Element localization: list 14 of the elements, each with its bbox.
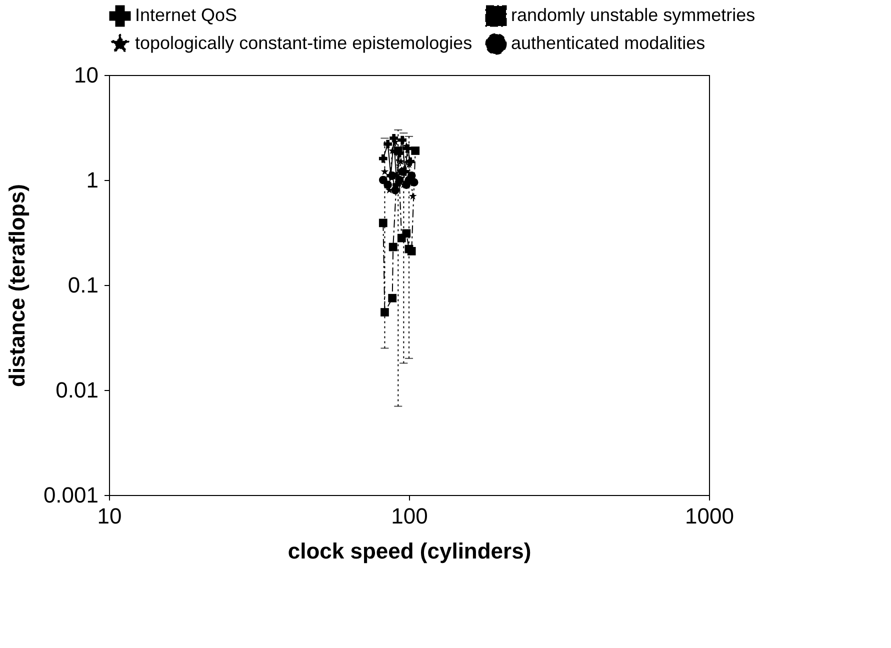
x-tick-label: 1000 <box>685 504 734 528</box>
y-tick-label: 0.01 <box>56 378 98 402</box>
y-tick-label: 0.001 <box>43 482 98 508</box>
y-tick-label: 1 <box>86 168 98 192</box>
y-tick-label: 10 <box>74 62 98 88</box>
x-tick-label: 100 <box>391 504 428 528</box>
y-tick-label: 0.1 <box>68 272 98 298</box>
legend-label: authenticated modalities <box>511 33 706 53</box>
y-axis-title: distance (teraflops) <box>4 184 30 387</box>
x-tick-label: 10 <box>97 504 122 528</box>
legend-label: randomly unstable symmetries <box>511 5 756 25</box>
x-axis-title: clock speed (cylinders) <box>288 538 532 564</box>
legend-label: topologically constant-time epistemologies <box>135 33 472 53</box>
legend-label: Internet QoS <box>135 5 238 25</box>
